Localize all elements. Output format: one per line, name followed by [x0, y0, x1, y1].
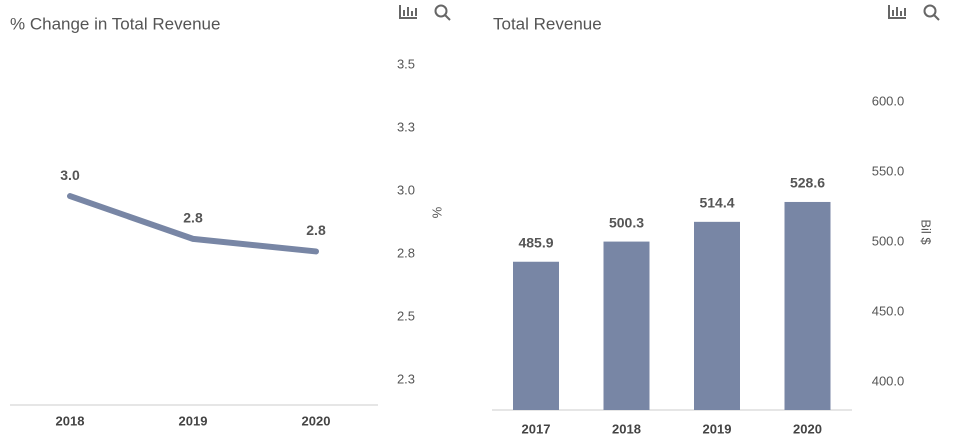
- y-tick-label: 2.3: [397, 371, 415, 386]
- y-tick-label: 400.0: [872, 373, 905, 388]
- bar: [603, 241, 650, 410]
- chart-title: Total Revenue: [493, 14, 602, 33]
- data-label: 2.8: [306, 222, 326, 238]
- chart-icon[interactable]: [888, 5, 906, 19]
- x-tick-label: 2017: [522, 421, 551, 436]
- data-label: 500.3: [609, 214, 644, 230]
- y-tick-label: 3.0: [397, 182, 415, 197]
- data-label: 514.4: [699, 195, 734, 211]
- y-tick-label: 550.0: [872, 163, 905, 178]
- zoom-icon[interactable]: [434, 4, 451, 21]
- data-label: 2.8: [183, 210, 203, 226]
- x-tick-label: 2020: [793, 421, 822, 436]
- x-tick-label: 2018: [56, 413, 85, 428]
- chart-title: % Change in Total Revenue: [10, 14, 220, 33]
- x-tick-label: 2019: [179, 413, 208, 428]
- x-tick-label: 2018: [612, 421, 641, 436]
- data-label: 3.0: [60, 167, 80, 183]
- x-tick-label: 2020: [302, 413, 331, 428]
- x-tick-label: 2019: [703, 421, 732, 436]
- zoom-icon[interactable]: [923, 4, 940, 21]
- bar: [784, 201, 831, 410]
- y-tick-label: 3.3: [397, 120, 415, 135]
- bar: [694, 221, 740, 410]
- data-label: 528.6: [790, 175, 825, 191]
- chart-icon[interactable]: [399, 5, 417, 19]
- y-tick-label: 2.5: [397, 308, 415, 323]
- y-tick-label: 500.0: [872, 233, 905, 248]
- y-axis-label: Bil $: [919, 219, 934, 245]
- y-axis-label: %: [430, 207, 445, 219]
- data-label: 485.9: [518, 234, 553, 250]
- toolbar-icons: [399, 4, 940, 21]
- y-tick-label: 3.5: [397, 57, 415, 72]
- line: [67, 193, 319, 255]
- bar: [513, 261, 559, 410]
- y-tick-label: 450.0: [872, 303, 905, 318]
- y-tick-label: 2.8: [397, 245, 415, 260]
- y-tick-label: 600.0: [872, 93, 905, 108]
